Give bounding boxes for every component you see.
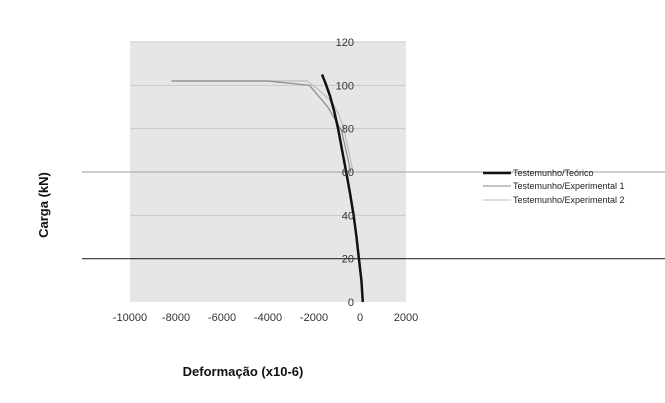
y-tick-label: 20 [342,254,354,266]
x-tick-label: -2000 [300,312,328,324]
legend-label-exp2: Testemunho/Experimental 2 [513,195,625,205]
x-tick-label: -10000 [113,312,147,324]
series-group [171,74,365,303]
y-tick-label: 60 [342,167,354,179]
x-tick-label: -6000 [208,312,236,324]
y-tick-label: 100 [336,80,354,92]
y-axis-title: Carga (kN) [36,172,51,238]
legend-label-teorico: Testemunho/Teórico [513,168,594,178]
y-tick-labels: 0 20 40 60 80 100 120 [336,37,354,309]
x-tick-label: -4000 [254,312,282,324]
y-tick-label: 0 [348,297,354,309]
series-line-teorico [320,74,365,303]
y-tick-label: 40 [342,210,354,222]
x-tick-label: 0 [357,312,363,324]
x-tick-labels: -10000 -8000 -6000 -4000 -2000 0 2000 [113,312,418,324]
reference-lines [82,171,665,260]
x-tick-label: -8000 [162,312,190,324]
legend-label-exp1: Testemunho/Experimental 1 [513,181,625,191]
series-line-exp1 [171,80,352,173]
x-tick-label: 2000 [394,312,418,324]
x-axis-title: Deformação (x10-6) [183,364,304,379]
legend: Testemunho/Teórico Testemunho/Experiment… [483,168,625,205]
y-tick-label: 120 [336,37,354,49]
y-tick-label: 80 [342,124,354,136]
